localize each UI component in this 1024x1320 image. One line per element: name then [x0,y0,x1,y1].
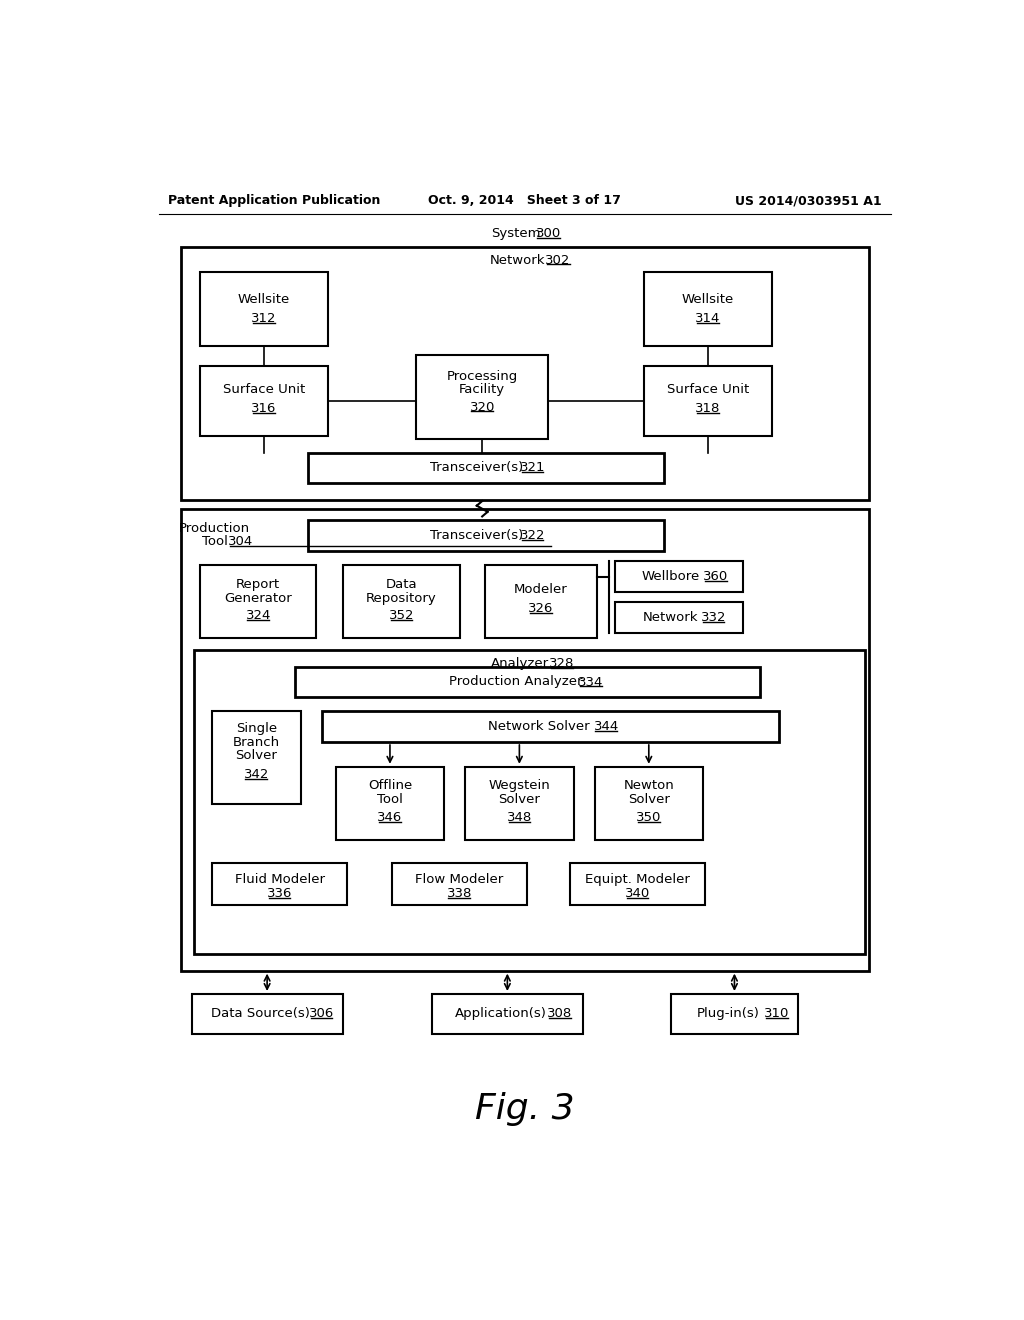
Text: Analyzer: Analyzer [492,657,549,671]
Text: Offline: Offline [368,779,412,792]
Bar [671,994,799,1034]
Bar [200,367,328,436]
Text: 310: 310 [764,1007,790,1020]
Text: Repository: Repository [367,591,437,605]
Bar [644,272,772,346]
Text: Branch: Branch [232,735,280,748]
Bar [212,711,301,804]
Bar [308,520,665,552]
Text: 306: 306 [309,1007,334,1020]
Bar [295,667,760,697]
Text: 338: 338 [446,887,472,900]
Text: 320: 320 [469,400,495,413]
Bar [465,767,573,840]
Text: 334: 334 [578,676,603,689]
Text: Oct. 9, 2014   Sheet 3 of 17: Oct. 9, 2014 Sheet 3 of 17 [428,194,622,207]
Bar [432,994,583,1034]
Bar [180,247,869,499]
Bar [614,561,742,591]
Text: Newton: Newton [624,779,674,792]
Text: Single: Single [236,722,276,735]
Text: Equipt. Modeler: Equipt. Modeler [585,874,690,887]
Text: Generator: Generator [224,591,292,605]
Text: 352: 352 [389,610,415,622]
Text: Solver: Solver [236,750,278,763]
Text: Tool: Tool [377,793,402,807]
Text: 328: 328 [549,657,574,671]
Text: Network: Network [643,611,698,624]
Text: 336: 336 [267,887,292,900]
Text: 312: 312 [251,312,276,325]
Text: Surface Unit: Surface Unit [667,383,750,396]
Bar [191,994,343,1034]
Text: Solver: Solver [628,793,670,807]
Bar [322,711,779,742]
Text: Production Analyzer: Production Analyzer [449,676,583,689]
Text: Data: Data [386,578,418,591]
Bar [336,767,444,840]
Bar [595,767,703,840]
Text: Production: Production [179,521,250,535]
Text: Network Solver: Network Solver [488,721,590,733]
Bar [200,565,316,638]
Text: 321: 321 [520,462,546,474]
Text: Tool: Tool [202,536,227,548]
Bar [194,649,865,954]
Text: 342: 342 [244,768,269,781]
Text: 340: 340 [625,887,650,900]
Text: US 2014/0303951 A1: US 2014/0303951 A1 [734,194,882,207]
Text: Transceiver(s): Transceiver(s) [430,529,523,543]
Text: Wellsite: Wellsite [238,293,290,306]
Text: Patent Application Publication: Patent Application Publication [168,194,381,207]
Text: 332: 332 [700,611,726,624]
Text: Modeler: Modeler [514,583,567,597]
Text: Fig. 3: Fig. 3 [475,1093,574,1126]
Bar [391,863,527,906]
Text: Report: Report [237,578,281,591]
Bar [180,508,869,970]
Bar [484,565,597,638]
Text: 300: 300 [537,227,561,240]
Text: Surface Unit: Surface Unit [223,383,305,396]
Text: Application(s): Application(s) [456,1007,547,1020]
Text: Processing: Processing [446,370,518,383]
Text: Plug-in(s): Plug-in(s) [696,1007,760,1020]
Text: Solver: Solver [499,793,541,807]
Text: 324: 324 [246,610,271,622]
Bar [343,565,460,638]
Text: 308: 308 [548,1007,572,1020]
Text: Fluid Modeler: Fluid Modeler [234,874,325,887]
Text: Transceiver(s): Transceiver(s) [430,462,523,474]
Text: 350: 350 [636,810,662,824]
Text: 302: 302 [546,253,570,267]
Text: Facility: Facility [459,383,505,396]
Bar [417,355,548,440]
Text: Wellsite: Wellsite [682,293,734,306]
Text: 322: 322 [520,529,546,543]
Text: 346: 346 [377,810,402,824]
Bar [569,863,706,906]
Bar [200,272,328,346]
Bar [308,453,665,483]
Text: 344: 344 [594,721,618,733]
Bar [644,367,772,436]
Text: Network: Network [489,253,545,267]
Bar [212,863,347,906]
Text: Wellbore: Wellbore [642,570,700,583]
Text: Wegstein: Wegstein [488,779,550,792]
Text: 316: 316 [251,403,276,416]
Text: 304: 304 [227,536,253,548]
Text: 318: 318 [695,403,721,416]
Text: System: System [490,227,541,240]
Text: 326: 326 [528,602,553,615]
Text: Flow Modeler: Flow Modeler [415,874,504,887]
Text: 360: 360 [703,570,728,583]
Text: 348: 348 [507,810,532,824]
Text: Data Source(s): Data Source(s) [212,1007,310,1020]
Text: 314: 314 [695,312,721,325]
Bar [614,602,742,632]
